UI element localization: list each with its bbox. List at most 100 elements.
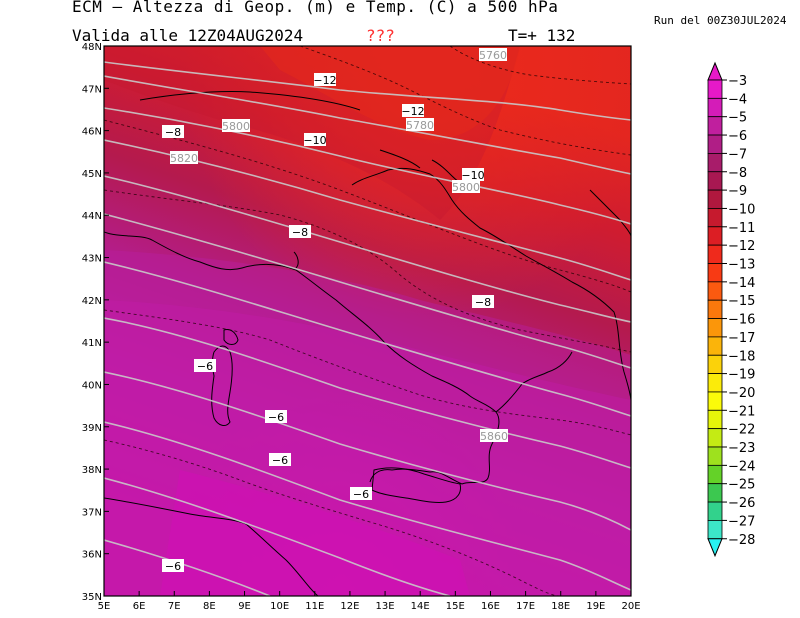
lon-label: 11E xyxy=(305,601,324,612)
longitude-axis: 5E 6E 7E 8E 9E 10E 11E 12E 13E 14E 15E 16E 17E 18E 19E… xyxy=(98,591,641,612)
temperature-contour-label: −6 xyxy=(194,359,216,373)
colorbar-swatch xyxy=(707,226,723,246)
geopotential-contour-label: 5800 xyxy=(452,180,480,194)
svg-text:−10: −10 xyxy=(303,134,326,147)
colorbar-swatch xyxy=(707,97,723,118)
colorbar-swatch xyxy=(707,373,723,393)
colorbar-arrow-top xyxy=(707,61,723,81)
forecast-step: T=+ 132 xyxy=(508,26,576,45)
temperature-isolines xyxy=(104,46,631,596)
colorbar-label: −20 xyxy=(728,386,755,401)
colorbar-label: −4 xyxy=(728,92,747,107)
colorbar-label: −7 xyxy=(728,147,747,162)
geopotential-contour-label: 5800 xyxy=(222,119,250,133)
map-title: ECM — Altezza di Geop. (m) e Temp. (C) a… xyxy=(72,0,559,16)
colorbar-swatch xyxy=(707,409,723,430)
svg-text:−6: −6 xyxy=(197,360,213,373)
lon-label: 10E xyxy=(270,601,289,612)
lat-label: 36N xyxy=(82,550,102,561)
lat-label: 45N xyxy=(82,169,102,180)
lat-label: 47N xyxy=(82,84,102,95)
svg-text:5800: 5800 xyxy=(222,120,250,133)
svg-text:5860: 5860 xyxy=(480,430,508,443)
lon-label: 13E xyxy=(376,601,395,612)
colorbar-label: −21 xyxy=(728,404,755,419)
colorbar-swatch xyxy=(707,171,723,191)
lat-label: 40N xyxy=(82,380,102,391)
colorbar-swatch xyxy=(707,281,723,301)
colorbar-swatch xyxy=(707,520,723,540)
lon-label: 9E xyxy=(238,601,251,612)
coastlines xyxy=(104,91,631,596)
lat-label: 41N xyxy=(82,338,102,349)
svg-text:−10: −10 xyxy=(461,169,484,182)
colorbar-label: −18 xyxy=(728,349,755,364)
colorbar-label: −26 xyxy=(728,496,755,511)
colorbar-label: −28 xyxy=(728,533,755,548)
colorbar-swatch xyxy=(707,116,723,136)
temperature-colorbar: −3 −4 −5 −6 −7 −8 −9 −10 −11 −12 −13 −14 −15 −16 −17 −1… xyxy=(707,61,755,558)
lat-label: 37N xyxy=(82,507,102,518)
colorbar-swatch xyxy=(707,152,723,173)
temperature-contour-label: −6 xyxy=(350,487,372,501)
svg-text:−8: −8 xyxy=(475,296,491,309)
svg-text:−6: −6 xyxy=(353,488,369,501)
svg-text:−12: −12 xyxy=(313,74,336,87)
colorbar-label: −16 xyxy=(728,313,755,328)
colorbar-label: −15 xyxy=(728,294,755,309)
colorbar-label: −23 xyxy=(728,441,755,456)
colorbar-swatch xyxy=(707,501,723,521)
colorbar-label: −17 xyxy=(728,331,755,346)
colorbar-swatch xyxy=(707,244,723,264)
lon-label: 5E xyxy=(98,601,111,612)
lon-label: 12E xyxy=(340,601,359,612)
temperature-contour-label: −12 xyxy=(401,104,425,118)
svg-text:5800: 5800 xyxy=(452,181,480,194)
valid-time: Valida alle 12Z04AUG2024 xyxy=(72,26,304,45)
colorbar-label: −5 xyxy=(728,111,747,126)
geopotential-contour-label: 5760 xyxy=(479,48,507,62)
geopotential-contour-label: 5860 xyxy=(480,429,508,443)
colorbar-arrow-bottom xyxy=(707,538,723,558)
colorbar-swatch xyxy=(707,354,723,375)
lon-label: 19E xyxy=(586,601,605,612)
lat-label: 43N xyxy=(82,254,102,265)
svg-text:5820: 5820 xyxy=(170,152,198,165)
temperature-contour-label: −6 xyxy=(162,559,184,573)
svg-text:−8: −8 xyxy=(165,126,181,139)
colorbar-label: −14 xyxy=(728,276,755,291)
colorbar-swatch xyxy=(707,189,723,209)
colorbar-label: −22 xyxy=(728,423,755,438)
colorbar-swatch xyxy=(707,428,723,448)
lat-label: 46N xyxy=(82,127,102,138)
geopotential-isolines xyxy=(104,61,631,596)
colorbar-swatch xyxy=(707,464,723,485)
lat-label: 35N xyxy=(82,592,102,603)
svg-text:5780: 5780 xyxy=(406,119,434,132)
lon-label: 17E xyxy=(516,601,535,612)
lon-label: 7E xyxy=(168,601,181,612)
colorbar-swatch xyxy=(707,336,723,356)
colorbar-swatch xyxy=(707,483,723,503)
svg-text:−8: −8 xyxy=(292,226,308,239)
colorbar-swatch xyxy=(707,79,723,99)
contour-labels: −12 −12 −10 −10 −8 −8 −8 −6 −6 −6 −6 −6 5760 5780 5800… xyxy=(162,48,508,573)
lon-label: 15E xyxy=(446,601,465,612)
geopotential-contour-label: 5820 xyxy=(170,151,198,165)
flag-marker: ??? xyxy=(366,26,395,45)
map-frame xyxy=(103,45,632,597)
lat-label: 38N xyxy=(82,465,102,476)
lon-label: 14E xyxy=(411,601,430,612)
colorbar-label: −19 xyxy=(728,368,755,383)
lat-label: 42N xyxy=(82,296,102,307)
colorbar-label: −9 xyxy=(728,184,747,199)
lat-label: 39N xyxy=(82,423,102,434)
colorbar-label: −13 xyxy=(728,258,755,273)
colorbar-label: −11 xyxy=(728,221,755,236)
run-info: Run del 00Z30JUL2024 xyxy=(654,14,787,27)
colorbar-swatch xyxy=(707,299,723,319)
colorbar-label: −12 xyxy=(728,239,755,254)
temperature-contour-label: −8 xyxy=(472,295,494,309)
temperature-contour-label: −10 xyxy=(461,168,485,182)
